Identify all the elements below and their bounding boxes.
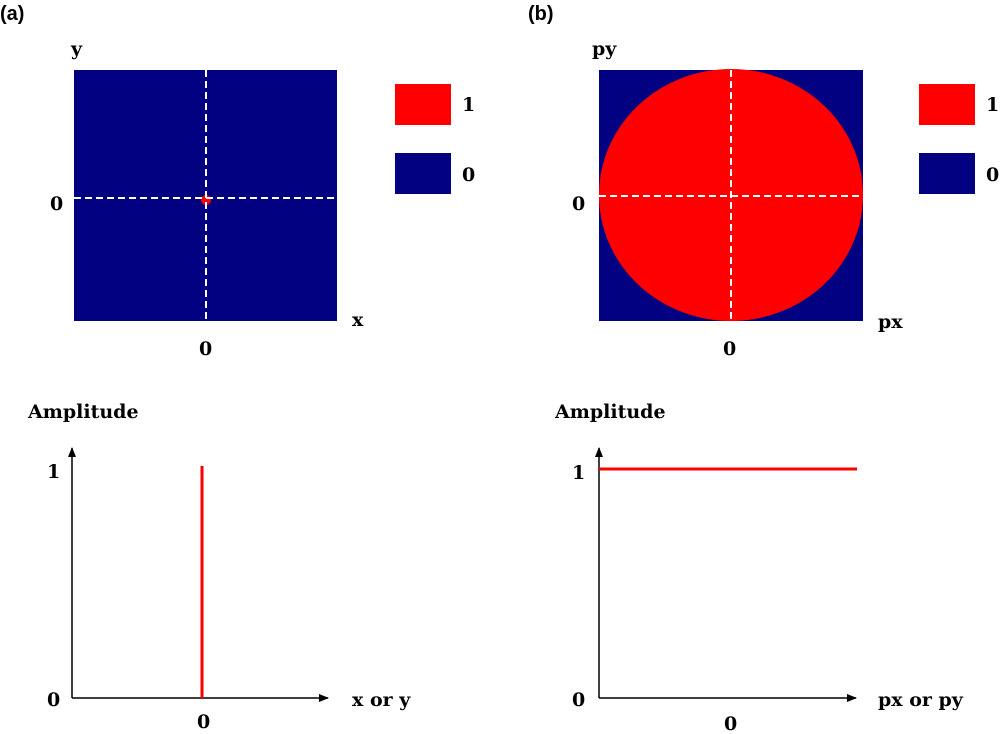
legend-a: 1 0 — [395, 84, 475, 194]
map-b: py px 0 0 — [572, 38, 903, 360]
legend-b-swatch-1 — [919, 84, 975, 125]
panel-b: (b) py px 0 0 1 0 Amplitude 1 0 0 — [528, 3, 999, 734]
plot-a-x-title: x or y — [352, 689, 411, 711]
panel-b-label: (b) — [528, 3, 554, 25]
plot-b-x-title: px or py — [878, 689, 964, 711]
legend-a-swatch-0 — [395, 153, 451, 194]
legend-b-label-0: 0 — [986, 164, 999, 186]
plot-b: Amplitude 1 0 0 px or py — [554, 401, 964, 734]
map-a-y-zero-label: 0 — [50, 193, 63, 215]
legend-b-swatch-0 — [919, 153, 975, 194]
map-b-x-zero-label: 0 — [723, 338, 736, 360]
map-b-y-zero-label: 0 — [572, 193, 585, 215]
plot-b-y-zero-label: 0 — [572, 689, 585, 711]
map-b-x-axis-label: px — [878, 311, 903, 333]
map-a-x-axis-label: x — [352, 309, 364, 331]
map-a-x-zero-label: 0 — [199, 338, 212, 360]
plot-b-y-one-label: 1 — [572, 462, 585, 484]
legend-a-swatch-1 — [395, 84, 451, 125]
plot-b-x-zero-label: 0 — [724, 713, 737, 734]
map-b-y-axis-label: py — [592, 38, 617, 60]
map-a: y x 0 0 — [50, 38, 364, 360]
legend-b: 1 0 — [919, 84, 999, 194]
map-a-y-axis-label: y — [70, 38, 83, 60]
plot-a-y-one-label: 1 — [47, 461, 60, 483]
plot-a-x-zero-label: 0 — [197, 711, 210, 733]
plot-a-y-title: Amplitude — [27, 401, 139, 423]
plot-a-y-zero-label: 0 — [47, 689, 60, 711]
plot-a: Amplitude 1 0 0 x or y — [27, 401, 411, 733]
panel-a: (a) y x 0 0 1 0 Amplitude 1 0 0 — [0, 3, 475, 733]
legend-a-label-1: 1 — [462, 94, 475, 116]
panel-a-label: (a) — [0, 3, 24, 25]
legend-a-label-0: 0 — [462, 164, 475, 186]
legend-b-label-1: 1 — [986, 94, 999, 116]
plot-b-y-title: Amplitude — [554, 401, 666, 423]
